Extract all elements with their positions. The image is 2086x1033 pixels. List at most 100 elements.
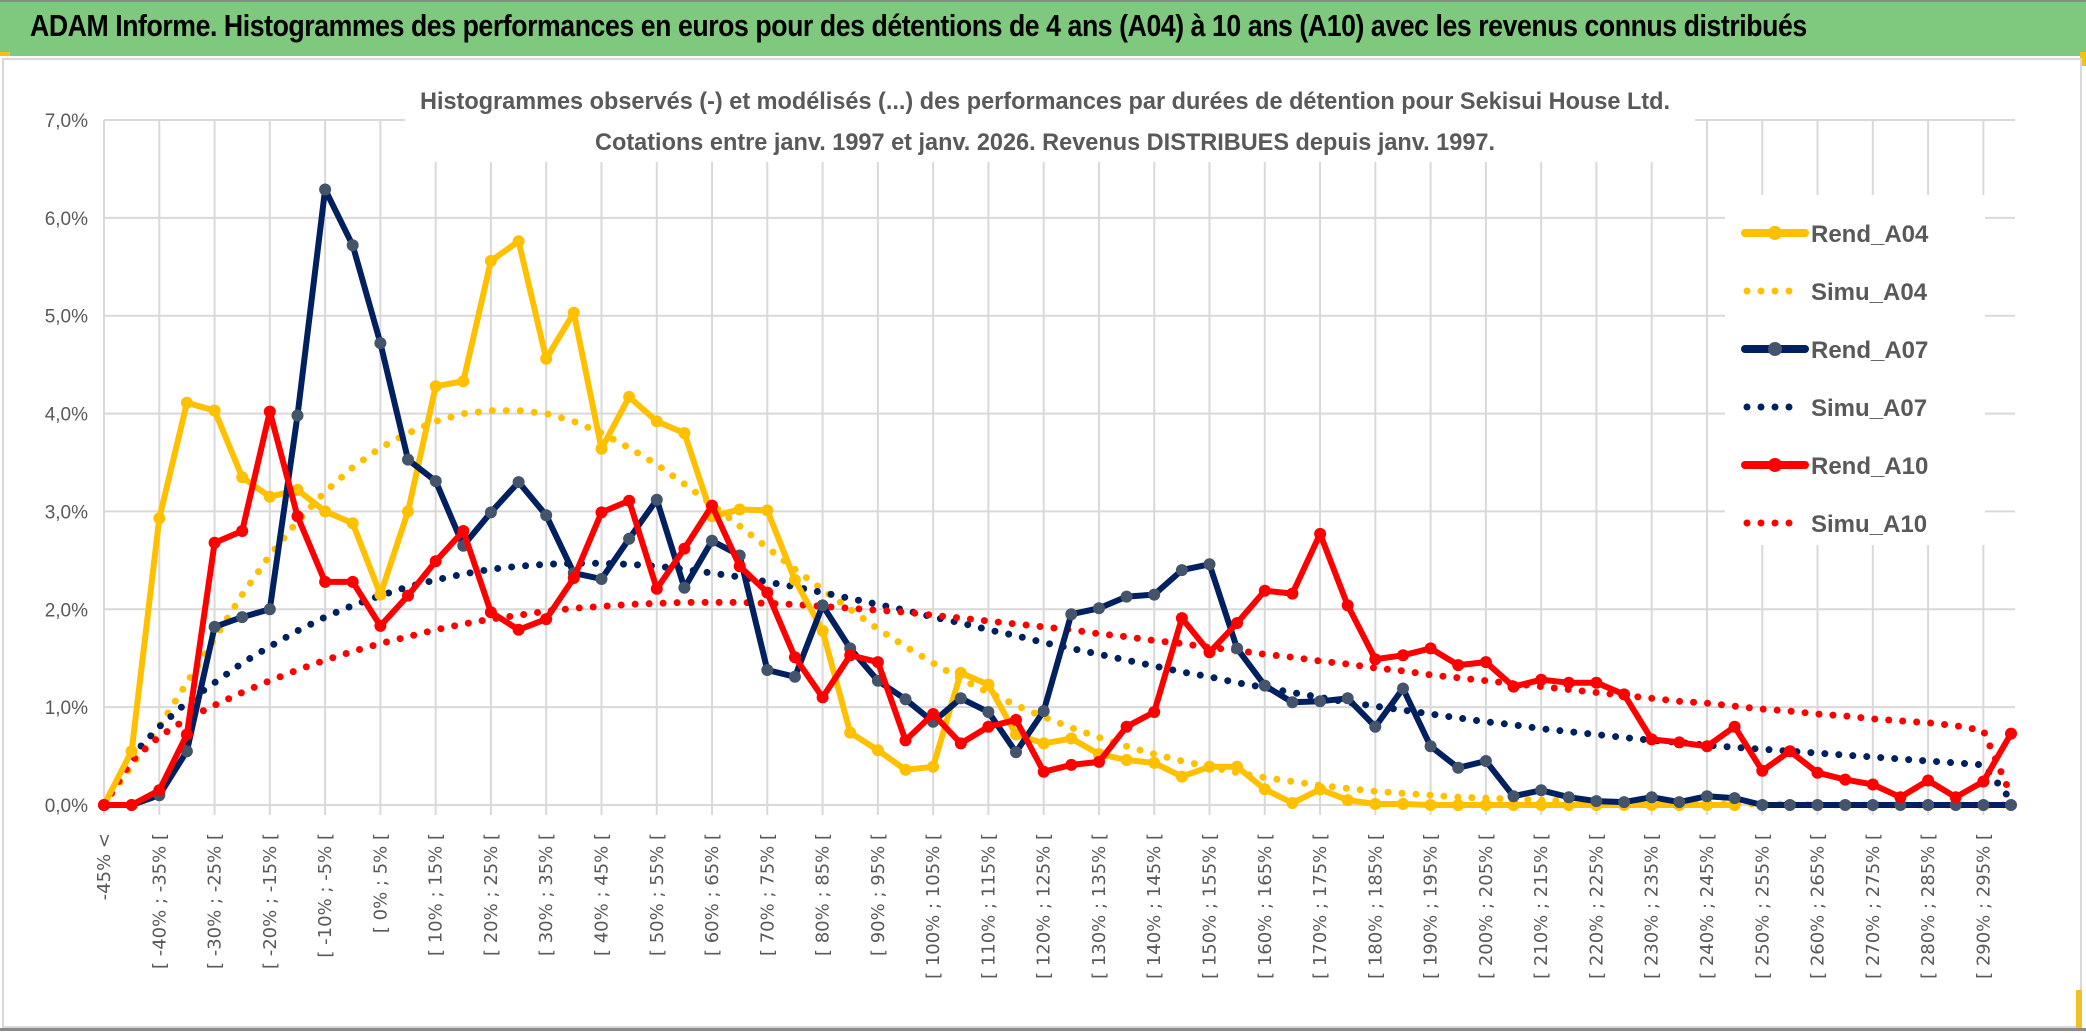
data-point [844,726,857,739]
data-point [1701,790,1713,803]
legend-label: Rend_A07 [1811,337,1928,364]
chart-title: Histogrammes observés (-) et modélisés (… [420,88,1670,115]
accent-corner-right [2080,52,2086,66]
data-point [844,649,857,662]
legend-swatch-marker [1768,458,1782,472]
x-tick-label: [ -20% ; -15% [ [260,833,281,969]
data-point [1010,746,1022,759]
data-point [1314,783,1327,796]
data-point [1728,720,1741,733]
data-point [374,337,387,350]
data-point [1452,659,1465,672]
legend-item-simu-a07[interactable]: Simu_A07 [1743,395,1927,422]
data-point [484,606,497,619]
x-tick-label: [ 0% ; 5% [ [370,833,391,933]
data-point [1314,527,1327,540]
legend: Rend_A04 Simu_A04 Rend_A07 Simu_A07 Rend_A10… [1741,221,1929,538]
data-point [512,476,525,489]
data-point [236,471,249,484]
data-point [1452,799,1465,811]
data-point [761,664,774,676]
x-tick-label: [ 50% ; 55% [ [647,833,668,956]
data-point [1397,649,1409,662]
data-point [1507,790,1520,803]
bottom-rule [0,1028,2086,1031]
data-point [816,691,829,704]
x-tick-label: [ 40% ; 45% [ [591,833,612,956]
data-point [1894,791,1907,804]
data-point [236,525,249,537]
x-tick-label: [ -10% ; -5% [ [315,833,336,958]
data-point [1866,778,1879,791]
data-point [2005,727,2017,740]
data-point [1811,766,1824,779]
data-point [540,613,553,626]
x-tick-label: [ 10% ; 15% [ [426,833,447,956]
data-point [1673,736,1686,749]
legend-label: Rend_A04 [1811,221,1929,248]
data-point [1231,617,1244,629]
x-tick-label: [ 200% ; 205% [ [1476,833,1497,979]
data-point [429,380,442,393]
x-tick-label: -45% < [94,833,115,900]
data-point [1424,799,1437,811]
legend-label: Simu_A04 [1811,279,1928,306]
data-point [1618,688,1631,701]
data-point [595,442,608,455]
series-rend-a10 [98,405,2017,811]
data-point [1286,797,1299,809]
data-point [1811,799,1824,811]
data-point [1314,695,1327,708]
series-rend-a07 [98,183,2017,811]
y-tick-label: 6,0% [45,209,88,230]
data-point [125,799,138,811]
data-point [512,623,525,636]
title-background [405,80,1695,162]
data-point [1286,696,1299,709]
data-point [678,581,691,594]
data-point [457,375,470,388]
data-point [623,390,636,403]
data-point [1673,796,1686,809]
data-point [761,586,774,599]
accent-corner-left [0,52,10,56]
data-point [1922,799,1935,811]
x-tick-label: [ -30% ; -25% [ [205,833,226,969]
y-tick-label: 4,0% [45,405,88,426]
legend-item-simu-a04[interactable]: Simu_A04 [1743,279,1928,306]
data-point [374,619,387,632]
data-point [484,506,497,519]
data-point [1839,799,1852,811]
x-tick-label: [ 140% ; 145% [ [1144,833,1165,979]
data-point [1783,745,1796,758]
data-point [429,555,442,568]
legend-item-simu-a10[interactable]: Simu_A10 [1743,511,1927,538]
x-tick-label: [ 120% ; 125% [ [1034,833,1055,979]
y-tick-label: 0,0% [45,796,88,817]
data-point [1341,794,1354,807]
data-point [402,589,414,602]
legend-item-rend-a10[interactable]: Rend_A10 [1741,453,1928,480]
data-point [595,573,608,585]
data-point [1065,608,1078,621]
observed-line [104,186,2011,808]
data-point [1452,761,1465,774]
legend-item-rend-a07[interactable]: Rend_A07 [1741,337,1928,364]
data-point [291,409,304,422]
data-point [816,624,829,637]
x-tick-label: [ 290% ; 295% [ [1973,833,1994,979]
data-point [2005,799,2017,811]
legend-item-rend-a04[interactable]: Rend_A04 [1741,221,1929,248]
data-point [899,734,912,747]
data-point [346,575,359,588]
data-point [1756,764,1769,777]
x-tick-label: [ 160% ; 165% [ [1255,833,1276,979]
data-point [1148,756,1161,769]
data-point [180,745,193,758]
data-point [678,427,691,440]
data-point [1120,590,1133,603]
series-simu-a10 [100,598,2015,809]
data-point [788,651,801,664]
data-point [1010,713,1022,726]
